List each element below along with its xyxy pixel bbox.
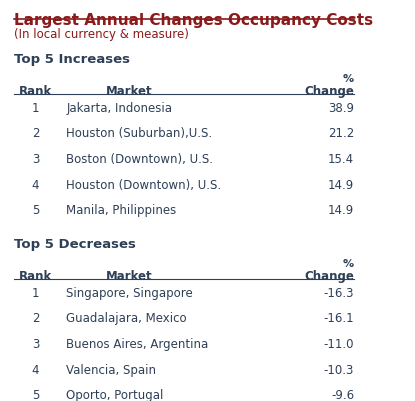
Text: Buenos Aires, Argentina: Buenos Aires, Argentina (66, 338, 208, 351)
Text: Boston (Downtown), U.S.: Boston (Downtown), U.S. (66, 153, 213, 166)
Text: Rank: Rank (19, 85, 52, 98)
Text: 4: 4 (32, 178, 39, 192)
Text: Singapore, Singapore: Singapore, Singapore (66, 287, 193, 300)
Text: %: % (343, 259, 354, 269)
Text: -9.6: -9.6 (331, 389, 354, 401)
Text: 1: 1 (32, 102, 39, 115)
Text: (In local currency & measure): (In local currency & measure) (14, 28, 188, 41)
Text: Top 5 Increases: Top 5 Increases (14, 53, 129, 66)
Text: 5: 5 (32, 389, 39, 401)
Text: 14.9: 14.9 (328, 178, 354, 192)
Text: 4: 4 (32, 364, 39, 377)
Text: Change: Change (304, 85, 354, 98)
Text: 21.2: 21.2 (328, 128, 354, 140)
Text: 5: 5 (32, 204, 39, 217)
Text: Largest Annual Changes Occupancy Costs: Largest Annual Changes Occupancy Costs (14, 14, 373, 28)
Text: 2: 2 (32, 312, 39, 325)
Text: Oporto, Portugal: Oporto, Portugal (66, 389, 164, 401)
Text: 1: 1 (32, 287, 39, 300)
Text: 3: 3 (32, 153, 39, 166)
Text: Houston (Downtown), U.S.: Houston (Downtown), U.S. (66, 178, 221, 192)
Text: Market: Market (106, 85, 153, 98)
Text: Top 5 Decreases: Top 5 Decreases (14, 238, 136, 251)
Text: -16.1: -16.1 (324, 312, 354, 325)
Text: 38.9: 38.9 (328, 102, 354, 115)
Text: Manila, Philippines: Manila, Philippines (66, 204, 176, 217)
Text: -11.0: -11.0 (324, 338, 354, 351)
Text: -16.3: -16.3 (324, 287, 354, 300)
Text: Market: Market (106, 270, 153, 284)
Text: -10.3: -10.3 (324, 364, 354, 377)
Text: Valencia, Spain: Valencia, Spain (66, 364, 156, 377)
Text: %: % (343, 74, 354, 84)
Text: 15.4: 15.4 (328, 153, 354, 166)
Text: 2: 2 (32, 128, 39, 140)
Text: Guadalajara, Mexico: Guadalajara, Mexico (66, 312, 187, 325)
Text: 14.9: 14.9 (328, 204, 354, 217)
Text: Jakarta, Indonesia: Jakarta, Indonesia (66, 102, 172, 115)
Text: Houston (Suburban),U.S.: Houston (Suburban),U.S. (66, 128, 212, 140)
Text: 3: 3 (32, 338, 39, 351)
Text: Rank: Rank (19, 270, 52, 284)
Text: Change: Change (304, 270, 354, 284)
